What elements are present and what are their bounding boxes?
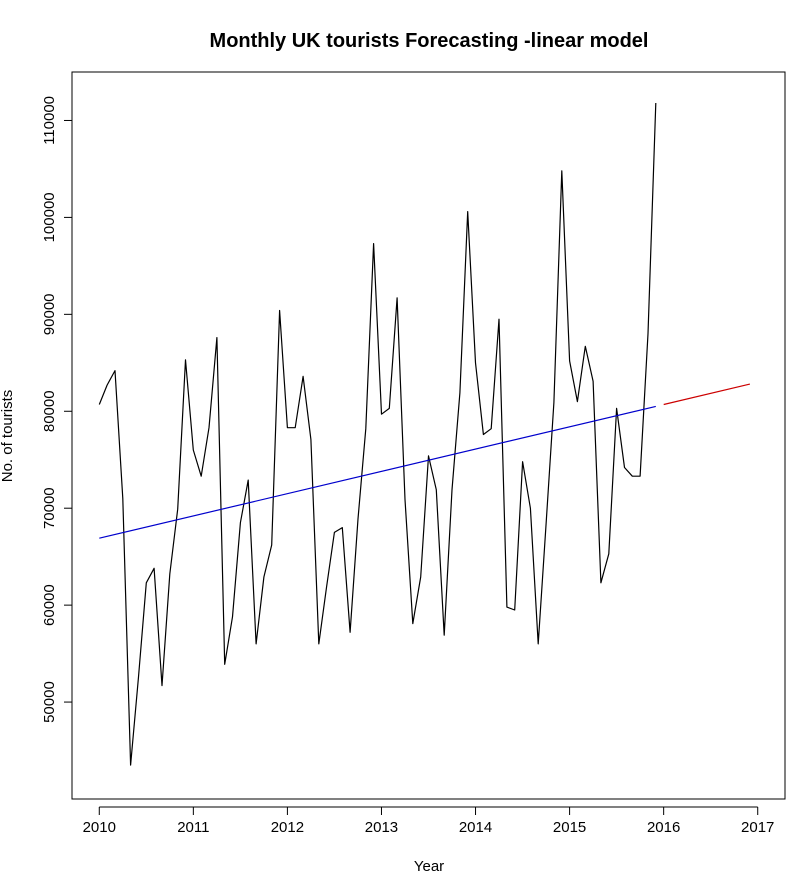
y-tick-label: 90000 bbox=[41, 293, 58, 335]
y-axis-label: No. of tourists bbox=[0, 390, 16, 483]
x-tick-label: 2013 bbox=[365, 819, 398, 836]
series-line-observed bbox=[98, 102, 657, 766]
x-tick-label: 2014 bbox=[459, 819, 492, 836]
x-tick-label: 2012 bbox=[271, 819, 304, 836]
plot-frame bbox=[71, 71, 786, 800]
y-tick-label: 50000 bbox=[41, 681, 58, 723]
y-tick-label: 100000 bbox=[41, 192, 58, 242]
y-tick-label: 110000 bbox=[41, 96, 58, 145]
chart-title: Monthly UK tourists Forecasting -linear … bbox=[210, 30, 649, 52]
x-tick-label: 2017 bbox=[741, 819, 774, 836]
series-line-forecast bbox=[663, 383, 751, 406]
y-tick-label: 80000 bbox=[41, 390, 58, 432]
y-tick-label: 60000 bbox=[41, 584, 58, 626]
x-tick-label: 2011 bbox=[177, 819, 209, 836]
x-axis-label: Year bbox=[414, 858, 444, 875]
x-tick-label: 2015 bbox=[553, 819, 586, 836]
series-line-fitted bbox=[99, 405, 656, 539]
x-tick-label: 2016 bbox=[647, 819, 680, 836]
y-tick-label: 70000 bbox=[41, 487, 58, 529]
x-axis: 2010 2011 2012 2013 2014 2015 2016 2017 bbox=[83, 806, 774, 836]
y-axis: 50000 60000 70000 80000 90000 100000 110000 bbox=[41, 96, 72, 723]
series-group bbox=[98, 102, 751, 766]
x-tick-label: 2010 bbox=[83, 819, 116, 836]
